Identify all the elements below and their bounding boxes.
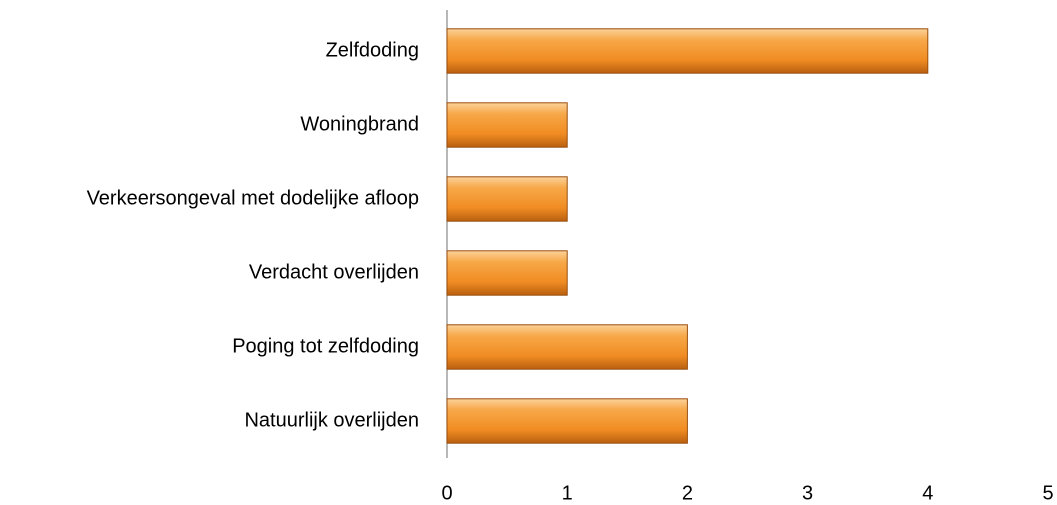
bar <box>446 102 568 148</box>
y-tick-label: Verdacht overlijden <box>249 261 419 283</box>
x-tick-label: 3 <box>802 482 813 504</box>
bar <box>446 324 688 370</box>
y-tick-label: Poging tot zelfdoding <box>232 335 419 357</box>
x-tick-label: 4 <box>922 482 933 504</box>
x-tick-label: 1 <box>562 482 573 504</box>
x-tick-label: 0 <box>441 482 452 504</box>
bar <box>446 398 688 444</box>
y-tick-label: Verkeersongeval met dodelijke afloop <box>87 187 419 209</box>
bar <box>446 28 929 74</box>
x-tick-label: 2 <box>682 482 693 504</box>
x-tick-label: 5 <box>1042 482 1053 504</box>
y-tick-label: Natuurlijk overlijden <box>244 409 419 431</box>
bar <box>446 250 568 296</box>
y-tick-label: Woningbrand <box>300 113 419 135</box>
y-tick-label: Zelfdoding <box>326 39 419 61</box>
bar <box>446 176 568 222</box>
